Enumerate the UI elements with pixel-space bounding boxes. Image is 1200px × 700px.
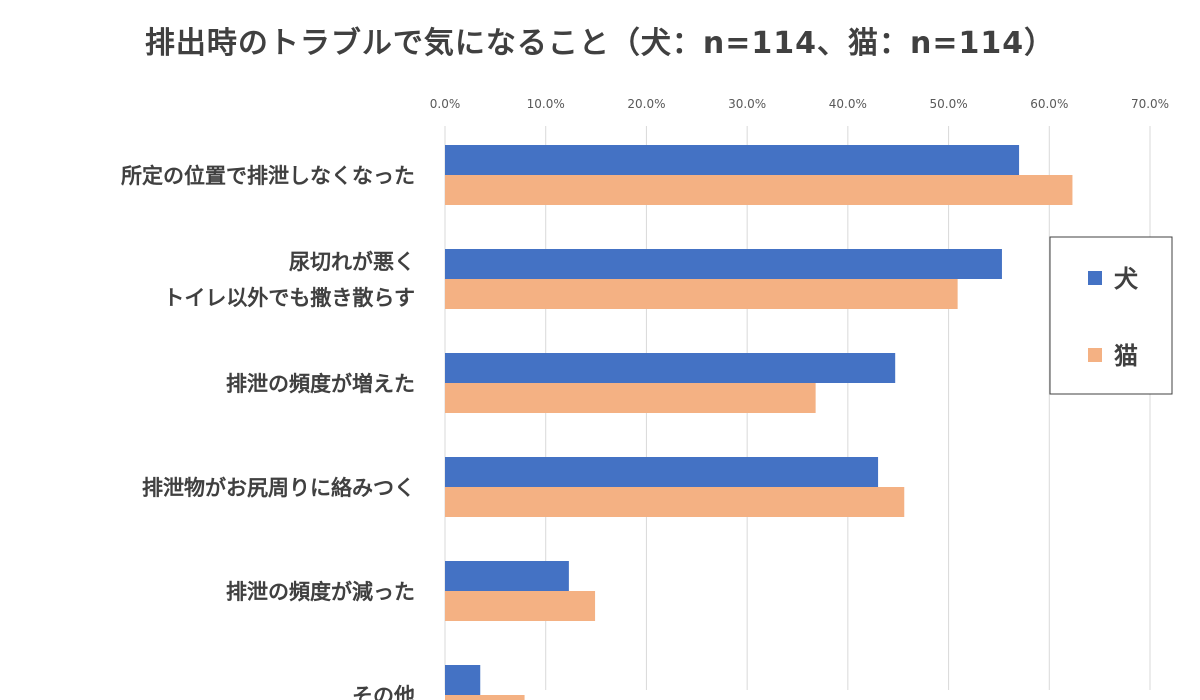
x-tick-label: 50.0%: [930, 97, 968, 111]
category-label: 尿切れが悪くトイレ以外でも撒き散らす: [163, 250, 415, 310]
category-label: 排泄の頻度が増えた: [226, 372, 415, 396]
bar-dog: [445, 353, 896, 383]
bars: [445, 145, 1073, 700]
bar-dog: [445, 665, 481, 695]
x-tick-label: 70.0%: [1131, 97, 1169, 111]
category-label: 排泄の頻度が減った: [226, 580, 415, 604]
legend: 犬猫: [1049, 236, 1173, 395]
legend-box: [1049, 236, 1173, 395]
bar-cat: [445, 279, 958, 309]
bar-cat: [445, 487, 905, 517]
x-tick-label: 40.0%: [829, 97, 867, 111]
x-tick-label: 60.0%: [1030, 97, 1068, 111]
bar-dog: [445, 457, 879, 487]
bar-dog: [445, 561, 569, 591]
bar-cat: [445, 591, 596, 621]
bar-cat: [445, 383, 816, 413]
category-label: 所定の位置で排泄しなくなった: [121, 164, 415, 188]
bar-cat: [445, 175, 1073, 205]
category-label: 排泄物がお尻周りに絡みつく: [142, 476, 415, 500]
bar-dog: [445, 145, 1020, 175]
x-tick-label: 10.0%: [527, 97, 565, 111]
bar-cat: [445, 695, 525, 700]
x-tick-label: 0.0%: [430, 97, 461, 111]
legend-swatch: [1088, 348, 1102, 362]
chart-title: 排出時のトラブルで気になること（犬：n=114、猫：n=114）: [144, 26, 1056, 61]
category-labels: 所定の位置で排泄しなくなった尿切れが悪くトイレ以外でも撒き散らす排泄の頻度が増え…: [121, 164, 415, 700]
legend-label: 猫: [1114, 342, 1138, 370]
category-label: その他: [352, 684, 415, 700]
x-tick-label: 20.0%: [627, 97, 665, 111]
legend-swatch: [1088, 271, 1102, 285]
x-axis-ticks: 0.0% 10.0% 20.0% 30.0% 40.0% 50.0% 60.0% 70.0%: [430, 97, 1169, 111]
legend-label: 犬: [1114, 265, 1139, 293]
bar-dog: [445, 249, 1002, 279]
x-tick-label: 30.0%: [728, 97, 766, 111]
